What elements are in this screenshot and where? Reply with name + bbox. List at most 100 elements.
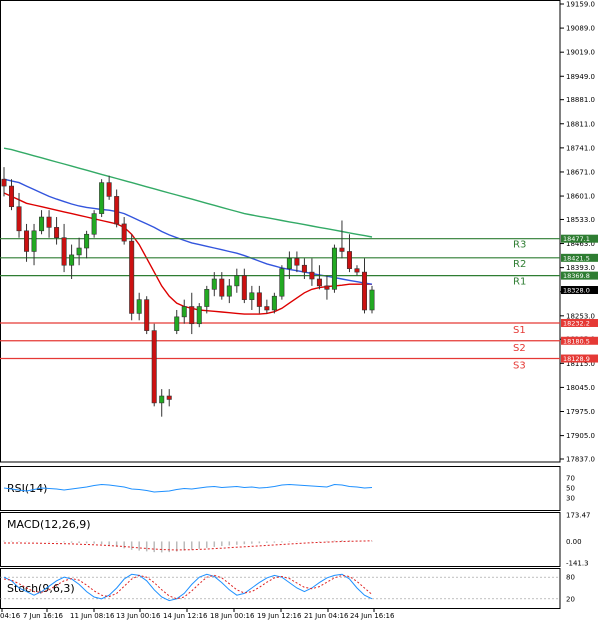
candle-bullish — [136, 299, 142, 314]
stoch-title: Stoch(9,6,3) — [7, 582, 75, 595]
macd-tick-label: -141.3 — [566, 560, 589, 568]
time-tick-label: 24 Jun 16:16 — [350, 612, 395, 620]
price-tick-label: 18811.0 — [566, 120, 595, 128]
candle-bearish — [106, 182, 112, 197]
candle-bearish — [121, 223, 127, 242]
price-tick-label: 18045.0 — [566, 384, 595, 392]
candle-bullish — [99, 182, 105, 214]
candle-bullish — [31, 230, 37, 252]
candle-bullish — [91, 213, 97, 235]
macd-panel-frame — [0, 512, 561, 567]
price-tick-label: 18393.0 — [566, 264, 595, 272]
candle-bullish — [331, 247, 337, 290]
level-price-tag-text-s2: 18180.5 — [563, 337, 590, 345]
current-price-tag — [561, 286, 598, 295]
time-tick-label: 04:16 — [0, 612, 21, 620]
moving-average-line-1 — [3, 192, 372, 315]
rsi-line — [3, 483, 373, 493]
candle-bearish — [324, 285, 330, 290]
price-tick-label: 18741.0 — [566, 144, 595, 152]
candle-bullish — [234, 275, 240, 287]
price-tick-label: 18601.0 — [566, 193, 595, 201]
candle-bullish — [249, 292, 255, 300]
level-price-tag-s2 — [561, 336, 598, 345]
price-tick-label: 18949.0 — [566, 73, 595, 81]
candle-bearish — [54, 227, 60, 238]
macd-signal-line — [4, 540, 373, 551]
time-tick-label: 11 Jun 08:16 — [70, 612, 115, 620]
price-tick-label: 18253.0 — [566, 312, 595, 320]
level-label-s3: S3 — [513, 361, 526, 372]
time-tick-label: 7 Jun 16:16 — [23, 612, 64, 620]
stoch-tick-label: 20 — [566, 595, 575, 603]
level-price-tag-r3 — [561, 234, 598, 243]
price-tick-label: 19019.0 — [566, 49, 595, 57]
rsi-tick-label: 70 — [566, 475, 575, 483]
candle-bearish — [166, 395, 172, 400]
stoch-d-line — [3, 574, 373, 600]
candle-bullish — [84, 233, 90, 249]
price-tick-label: 17905.0 — [566, 432, 595, 440]
level-price-tag-s3 — [561, 354, 598, 363]
candle-bearish — [46, 216, 52, 228]
level-price-tag-r1 — [561, 271, 598, 280]
macd-title: MACD(12,26,9) — [7, 518, 91, 531]
level-price-tag-text-r2: 18421.5 — [563, 254, 590, 262]
price-tick-label: 18115.0 — [566, 360, 595, 368]
candle-bearish — [189, 306, 195, 325]
candle-bearish — [264, 306, 270, 311]
candle-bullish — [159, 395, 165, 404]
time-tick-label: 19 Jun 12:16 — [257, 612, 302, 620]
candle-bearish — [256, 292, 262, 307]
price-tick-label: 19089.0 — [566, 25, 595, 33]
rsi-title: RSI(14) — [7, 482, 47, 495]
candle-bearish — [339, 247, 345, 252]
candle-bearish — [219, 278, 225, 297]
main-panel-frame — [0, 0, 561, 463]
level-label-s1: S1 — [513, 325, 526, 336]
candle-bullish — [39, 216, 45, 232]
candle-bearish — [151, 330, 157, 404]
candle-bullish — [369, 289, 375, 311]
level-price-tag-text-r1: 18369.8 — [563, 272, 590, 280]
price-tick-label: 18671.0 — [566, 168, 595, 176]
candle-bullish — [286, 258, 292, 269]
candle-bearish — [24, 230, 30, 252]
candle-bearish — [309, 271, 315, 280]
macd-tick-label: 173.47 — [566, 512, 591, 520]
candle-bearish — [294, 258, 300, 266]
candle-bearish — [9, 185, 15, 208]
candle-bearish — [346, 251, 352, 269]
price-tick-label: 19159.0 — [566, 1, 595, 9]
candle-bullish — [226, 285, 232, 297]
candle-bullish — [271, 295, 277, 311]
candle-bearish — [114, 196, 120, 225]
candle-bullish — [211, 278, 217, 290]
stoch-panel-frame — [0, 568, 561, 609]
level-price-tag-s1 — [561, 318, 598, 327]
level-price-tag-text-s3: 18128.9 — [563, 355, 590, 363]
time-tick-label: 14 Jun 12:16 — [163, 612, 208, 620]
candle-bullish — [204, 289, 210, 307]
level-label-r2: R2 — [513, 259, 526, 270]
rsi-tick-label: 50 — [566, 485, 575, 493]
price-tick-label: 18533.0 — [566, 216, 595, 224]
price-tick-label: 17837.0 — [566, 456, 595, 464]
candle-bearish — [61, 237, 67, 266]
level-price-tag-text-s1: 18232.2 — [563, 319, 590, 327]
rsi-tick-label: 30 — [566, 495, 575, 503]
candle-bearish — [144, 299, 150, 331]
price-tick-label: 17975.0 — [566, 408, 595, 416]
candle-bearish — [361, 271, 367, 311]
level-price-tag-r2 — [561, 253, 598, 262]
candle-bearish — [16, 206, 22, 232]
candle-bearish — [354, 268, 360, 273]
level-price-tag-text-r3: 18477.1 — [563, 235, 590, 243]
level-label-s2: S2 — [513, 343, 526, 354]
candle-bearish — [1, 178, 7, 187]
candle-bearish — [316, 278, 322, 287]
level-label-r1: R1 — [513, 277, 526, 288]
stoch-tick-label: 80 — [566, 574, 575, 582]
